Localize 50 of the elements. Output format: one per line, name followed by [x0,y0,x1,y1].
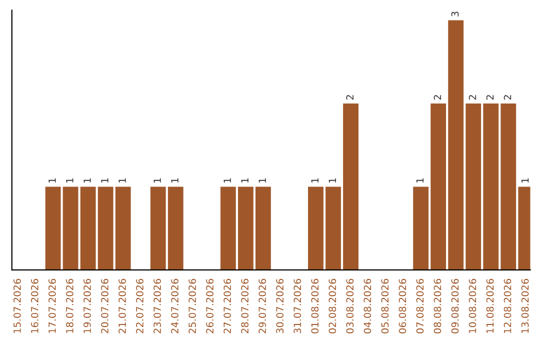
x-tick-label: 10.08.2026 [468,278,476,333]
data-label: 2 [346,95,354,100]
data-label: 1 [521,178,529,183]
x-tick-label: 30.07.2026 [276,278,284,334]
data-label: 1 [101,178,108,183]
data-label: 1 [241,178,248,183]
data-label: 2 [486,95,494,100]
data-label: 1 [84,178,91,183]
x-tick-label: 21.07.2026 [118,278,126,334]
data-label: 1 [171,178,178,183]
x-tick-label: 03.08.2026 [346,278,354,334]
data-label: 1 [328,178,336,183]
data-label: 1 [416,178,424,183]
x-tick-label: 09.08.2026 [451,278,459,334]
data-label: 1 [224,178,231,183]
x-tick-label: 19.07.2026 [84,278,91,333]
data-label: 1 [48,178,56,183]
x-tick-label: 25.07.2026 [188,278,196,334]
data-label: 1 [154,178,161,183]
x-tick-label: 26.07.2026 [206,278,214,334]
data-label: 2 [468,95,476,100]
data-label: 2 [504,95,512,100]
x-tick-label: 22.07.2026 [136,278,144,334]
x-tick-label: 02.08.2026 [328,278,336,334]
x-tick-label: 29.07.2026 [258,278,266,334]
data-label: 3 [451,12,459,16]
x-tick-label: 20.07.2026 [101,278,108,334]
data-label: 1 [311,178,318,183]
x-tick-label: 31.07.2026 [294,278,302,334]
x-tick-label: 01.08.2026 [311,278,319,334]
x-tick-label: 04.08.2026 [364,278,372,334]
data-label: 1 [258,178,266,183]
x-tick-label: 08.08.2026 [434,278,442,334]
x-tick-label: 11.08.2026 [486,278,494,333]
x-tick-label: 07.08.2026 [416,278,424,334]
x-tick-label: 17.07.2026 [48,278,56,333]
x-tick-label: 06.08.2026 [398,278,406,334]
x-tick-label: 12.08.2026 [504,278,512,333]
x-tick-label: 13.08.2026 [521,278,529,333]
x-tick-label: 15.07.2026 [13,278,21,333]
x-tick-label: 23.07.2026 [154,278,161,334]
x-tick-label: 18.07.2026 [66,278,74,333]
x-tick-label: 24.07.2026 [171,278,178,334]
x-tick-label: 16.07.2026 [30,278,38,333]
data-label: 2 [434,95,442,100]
x-tick-label: 27.07.2026 [224,278,231,334]
x-tick-label: 05.08.2026 [381,278,389,334]
data-label: 1 [118,178,126,183]
data-label: 1 [66,178,74,183]
x-tick-label: 28.07.2026 [241,278,249,334]
